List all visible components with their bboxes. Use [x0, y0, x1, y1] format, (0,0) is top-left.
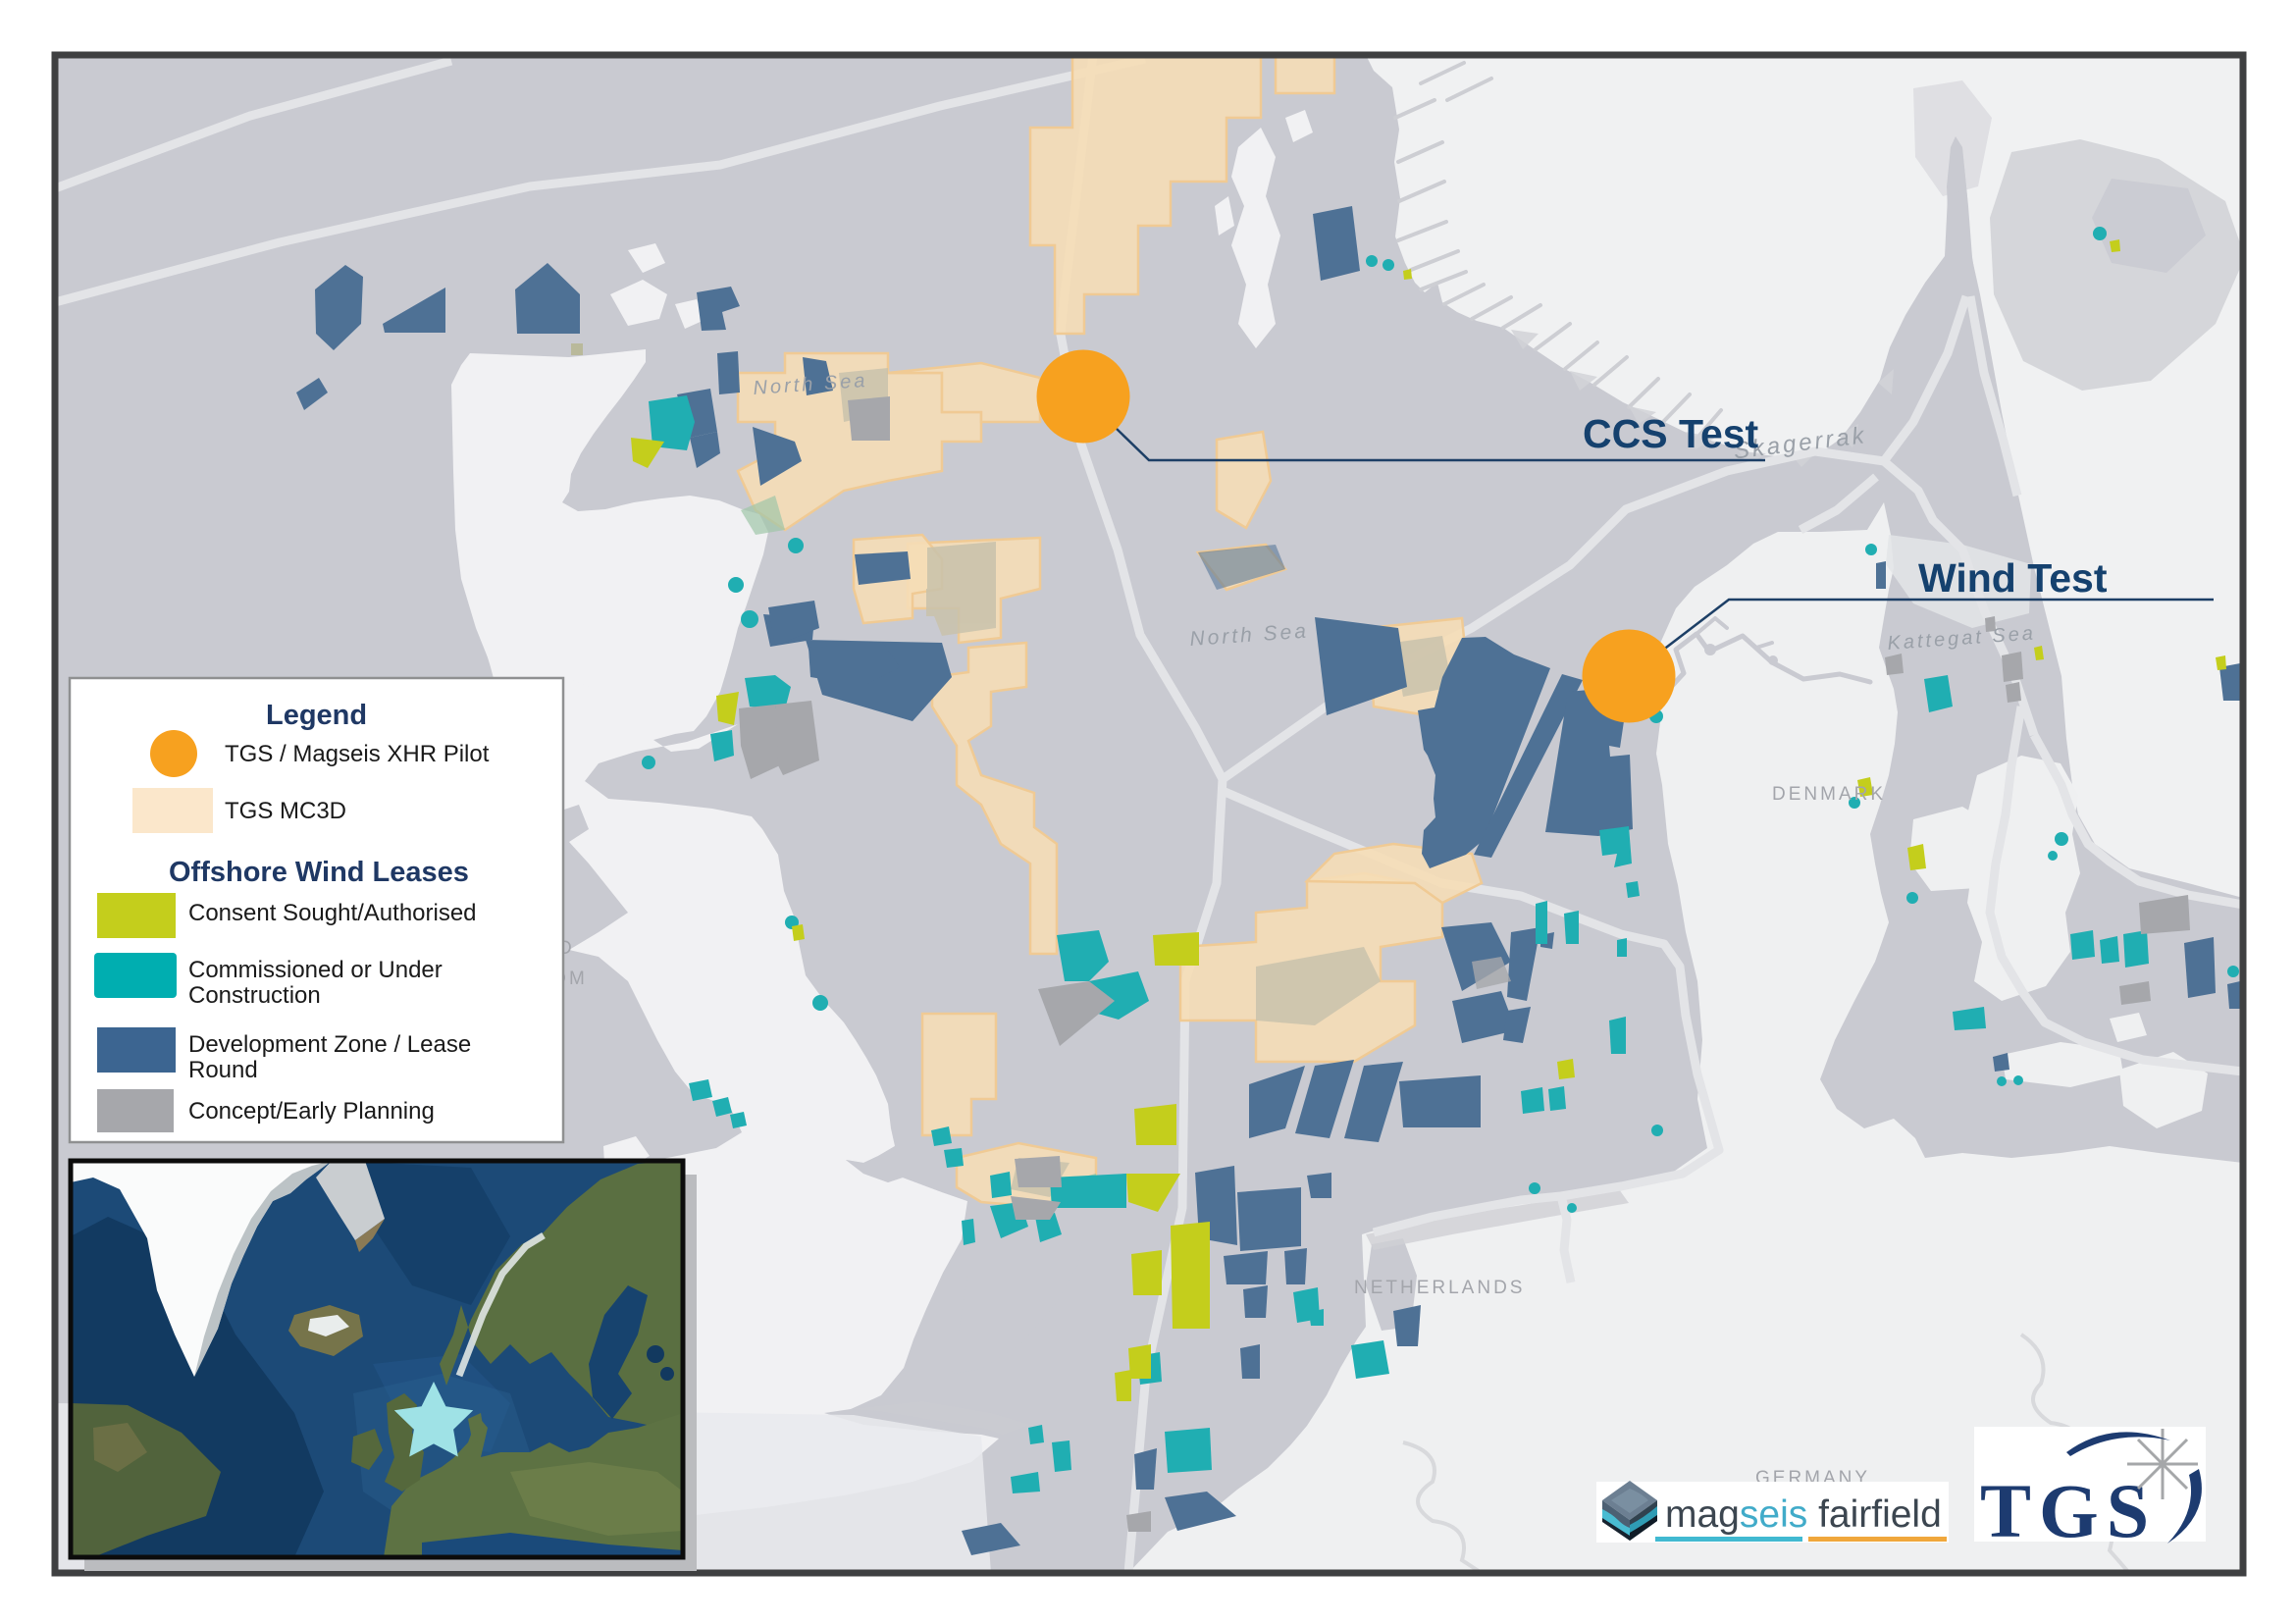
- svg-text:DENMARK: DENMARK: [1772, 784, 1886, 805]
- svg-text:Construction: Construction: [188, 982, 321, 1009]
- svg-text:TGS: TGS: [1980, 1468, 2157, 1553]
- svg-text:Consent Sought/Authorised: Consent Sought/Authorised: [188, 900, 477, 926]
- svg-text:Offshore Wind Leases: Offshore Wind Leases: [169, 857, 469, 888]
- svg-text:magseis fairfield: magseis fairfield: [1665, 1493, 1942, 1536]
- svg-text:Concept/Early Planning: Concept/Early Planning: [188, 1098, 435, 1125]
- svg-text:Wind Test: Wind Test: [1918, 555, 2108, 601]
- svg-text:Legend: Legend: [266, 700, 367, 731]
- svg-text:Commissioned or Under: Commissioned or Under: [188, 957, 443, 983]
- svg-text:TGS / Magseis XHR Pilot: TGS / Magseis XHR Pilot: [225, 741, 490, 767]
- svg-text:Round: Round: [188, 1057, 258, 1083]
- svg-text:TGS MC3D: TGS MC3D: [225, 798, 346, 824]
- svg-text:NETHERLANDS: NETHERLANDS: [1354, 1278, 1525, 1298]
- svg-text:CCS Test: CCS Test: [1583, 411, 1759, 456]
- svg-text:Development Zone / Lease: Development Zone / Lease: [188, 1031, 471, 1058]
